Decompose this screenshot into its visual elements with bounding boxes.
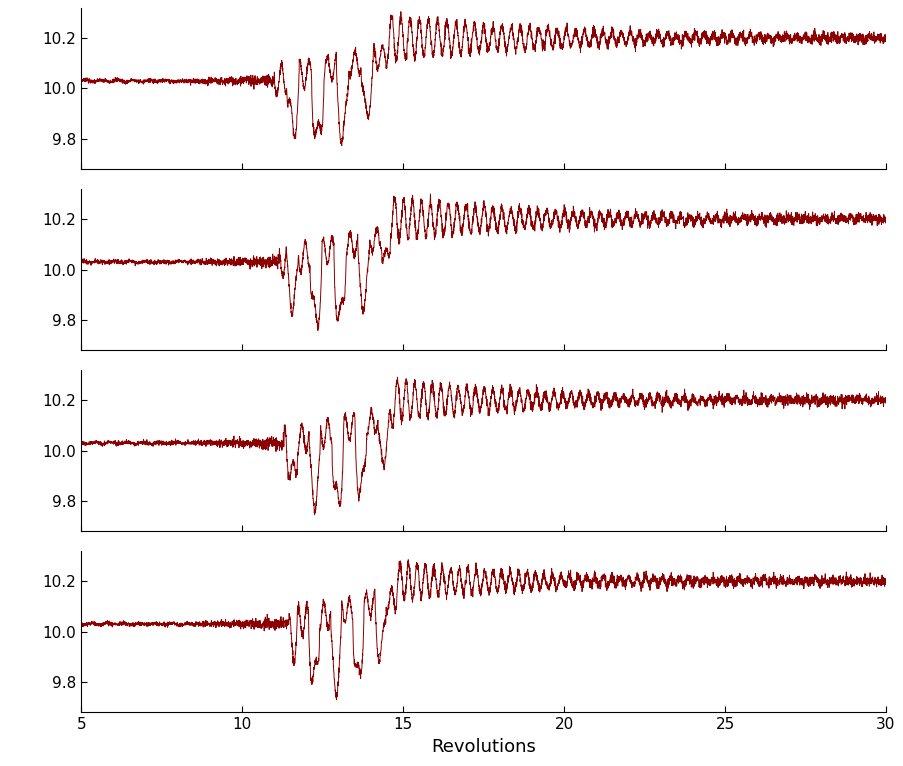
X-axis label: Revolutions: Revolutions	[431, 738, 535, 756]
